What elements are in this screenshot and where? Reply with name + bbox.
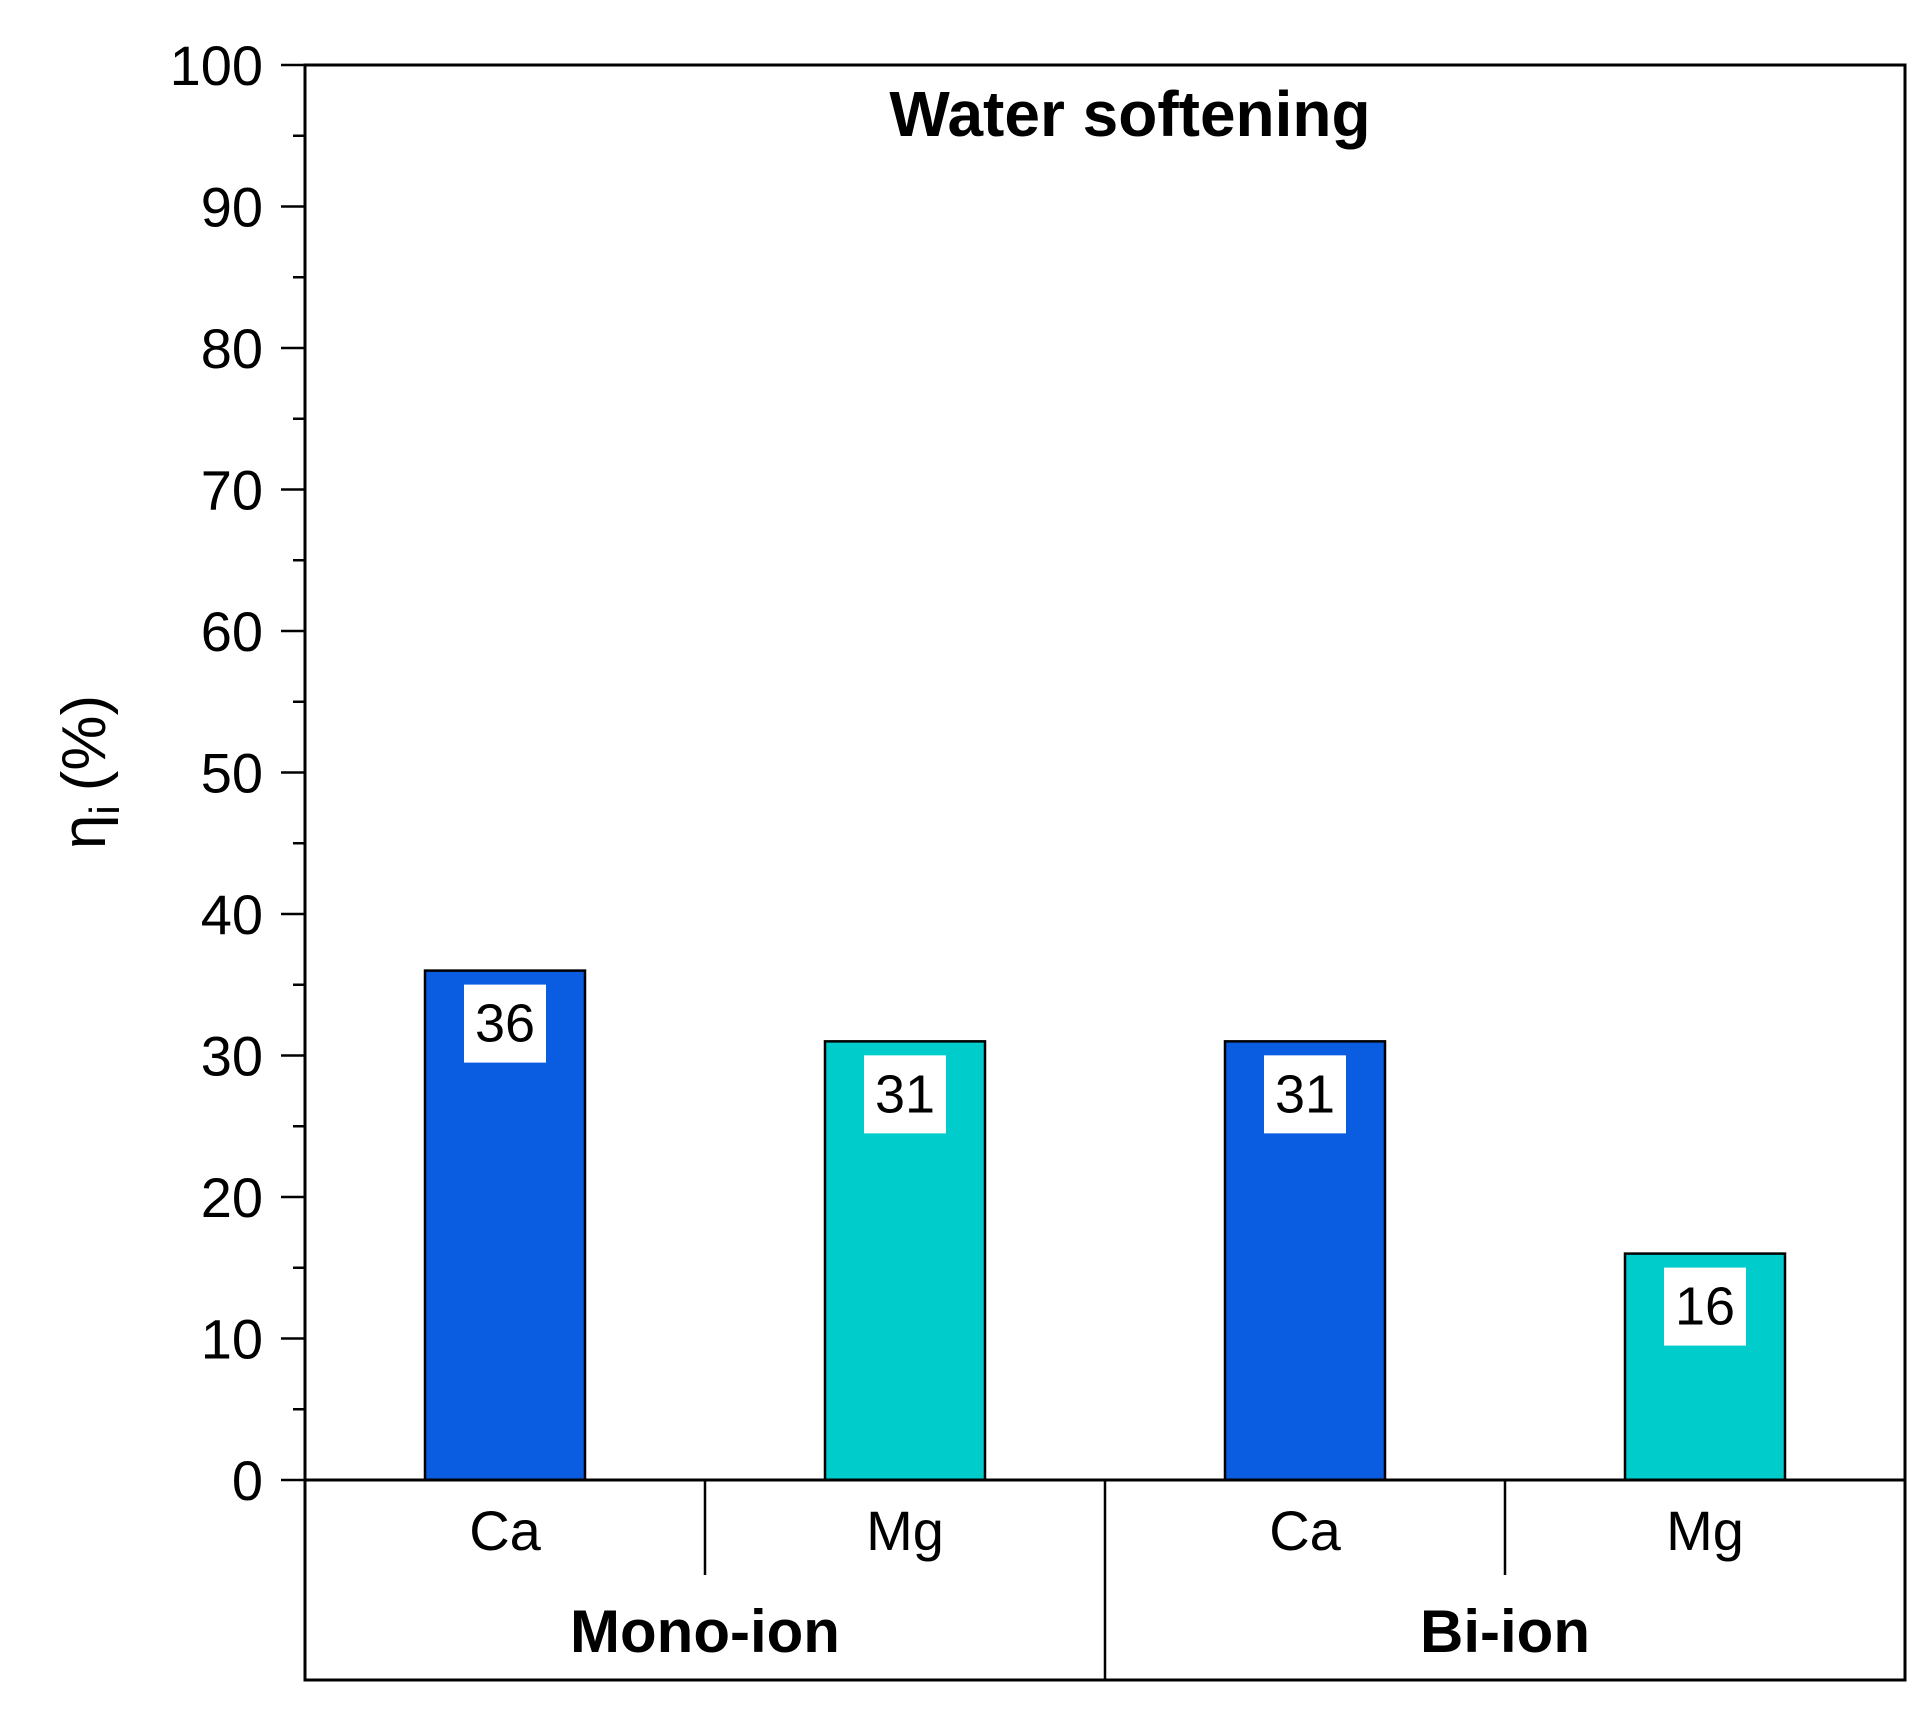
y-axis-label: ηi (%) xyxy=(50,695,128,849)
y-axis-label-subscript: i xyxy=(81,805,128,814)
data-label-box xyxy=(1264,1055,1346,1134)
group-label: Bi-ion xyxy=(1420,1598,1590,1665)
data-label-box xyxy=(1664,1267,1746,1346)
y-tick-label: 20 xyxy=(201,1166,263,1229)
x-category-axis: Mono-ion Bi-ion Ca Mg Ca Mg xyxy=(469,1499,1744,1665)
data-label: 36 xyxy=(475,994,535,1054)
x-tick-label: Ca xyxy=(469,1499,541,1562)
y-tick-label: 90 xyxy=(201,176,263,239)
data-label: 16 xyxy=(1675,1277,1735,1337)
group-label: Mono-ion xyxy=(570,1598,840,1665)
chart-title: Water softening xyxy=(889,78,1370,150)
y-tick-label: 60 xyxy=(201,600,263,663)
y-tick-label: 50 xyxy=(201,742,263,805)
y-tick-label: 70 xyxy=(201,459,263,522)
data-label-box xyxy=(864,1055,946,1134)
y-axis-label-text: ηi (%) xyxy=(50,695,128,849)
data-label: 31 xyxy=(875,1064,935,1124)
y-tick-label: 40 xyxy=(201,883,263,946)
y-tick-label: 0 xyxy=(232,1449,263,1512)
x-tick-label: Ca xyxy=(1269,1499,1341,1562)
y-axis-label-unit: (%) xyxy=(50,695,119,791)
x-tick-label: Mg xyxy=(1666,1499,1744,1562)
y-axis-label-symbol: η xyxy=(50,815,119,849)
y-tick-label: 80 xyxy=(201,317,263,380)
data-label-box xyxy=(464,984,546,1063)
y-tick-label: 100 xyxy=(170,34,263,97)
x-tick-label: Mg xyxy=(866,1499,944,1562)
y-tick-label: 30 xyxy=(201,1025,263,1088)
y-tick-label: 10 xyxy=(201,1308,263,1371)
data-label: 31 xyxy=(1275,1064,1335,1124)
y-axis-ticks: 0 10 20 30 40 50 60 70 80 90 100 xyxy=(170,34,305,1512)
bars-layer: 36 31 31 16 xyxy=(423,969,1787,1482)
axes-frame xyxy=(303,63,1907,1682)
